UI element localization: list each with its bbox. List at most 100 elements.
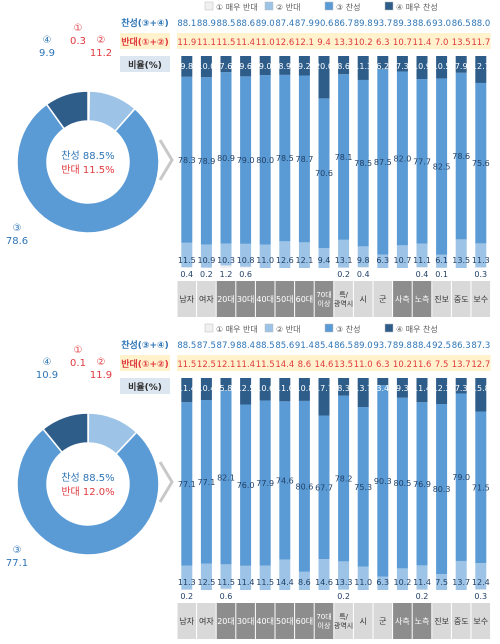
agree-total: 90.6: [315, 19, 334, 29]
bar-segment-2: [220, 564, 232, 589]
bar-label-very-agree: 8.3: [337, 384, 350, 393]
bar-segment-4: [318, 56, 330, 99]
bar-label-agree: 80.5: [393, 479, 411, 488]
oppose-total: 11.5: [177, 360, 196, 370]
legend-label: ④ 매우 찬성: [396, 324, 438, 334]
oppose-total: 12.5: [197, 360, 216, 370]
category-label: 군: [379, 617, 386, 626]
bar-segment-4: [279, 378, 291, 402]
bar-label-agree: 77.9: [256, 479, 274, 488]
bar-segment-2: [377, 576, 389, 590]
bar-segment-3: [436, 404, 448, 575]
bar-segment-2: [318, 248, 330, 268]
bar-label-very-agree: 6.2: [376, 62, 389, 71]
bar-segment-2: [436, 254, 448, 268]
bar-label-very-agree: 10.0: [197, 62, 215, 71]
bar-label-very-agree: 9.8: [180, 62, 193, 71]
row-label-ratio: 비율(%): [128, 59, 162, 71]
category-cell: [393, 281, 412, 317]
bar-segment-3: [377, 69, 389, 255]
bar-label-agree: 67.7: [315, 483, 333, 492]
bar-label-agree: 76.9: [413, 480, 431, 489]
agree-total: 88.6: [236, 19, 255, 29]
bar-segment-3: [279, 401, 291, 560]
legend-swatch: [204, 1, 214, 11]
oppose-total: 11.6: [413, 360, 432, 370]
bar-label-very-agree: 11.3: [354, 62, 372, 71]
donut-slice-number: ③: [13, 223, 22, 234]
bar-segment-3: [416, 79, 428, 244]
bar-segment-2: [455, 239, 467, 268]
oppose-total: 13.3: [334, 38, 353, 48]
bar-label-agree: 75.3: [354, 483, 372, 492]
bar-segment-2: [475, 563, 487, 590]
chart-panel-upper: ① 0.3 ② 11.2 ③ 78.6 ④ 9.9 찬성 88.5% 반대 11.5% ① 매우 반…: [6, 1, 491, 317]
bar-segment-4: [259, 56, 271, 76]
bar-segment-4: [298, 56, 310, 76]
bar-label-oppose: 10.9: [197, 256, 215, 265]
oppose-total: 12.1: [295, 38, 314, 48]
bar-segment-4: [416, 378, 428, 403]
category-label: 중도: [454, 295, 469, 304]
category-label: 보수: [473, 617, 488, 626]
agree-total: 89.0: [354, 341, 373, 351]
category-cell: [314, 603, 334, 639]
agree-row-bg: [177, 336, 491, 352]
category-label: 사측: [395, 295, 410, 304]
bar-label-agree: 78.5: [276, 154, 294, 163]
legend-swatch: [204, 323, 214, 333]
bar-segment-2: [298, 242, 310, 268]
bar-label-oppose: 9.8: [357, 256, 370, 265]
bar-segment-1: [240, 266, 252, 268]
bar-label-very-oppose: 0.2: [416, 592, 429, 601]
bar-label-oppose: 6.3: [376, 256, 389, 265]
bar-segment-4: [279, 56, 291, 75]
donut-slice-4: [42, 412, 89, 454]
oppose-total: 8.6: [298, 360, 312, 370]
donut-slice-number: ①: [74, 23, 83, 34]
agree-total: 91.4: [295, 341, 314, 351]
legend-swatch: [324, 1, 334, 11]
category-label: 50대: [276, 295, 294, 304]
bar-segment-3: [357, 407, 369, 567]
bar-label-oppose: 11.4: [413, 578, 431, 587]
agree-total: 87.9: [295, 19, 314, 29]
bar-label-very-agree: 13.7: [354, 384, 372, 393]
category-label: 여자: [199, 616, 214, 626]
row-label-bg: [120, 378, 170, 394]
bar-label-oppose: 11.5: [178, 256, 196, 265]
bar-segment-4: [240, 378, 252, 405]
bar-segment-3: [200, 77, 212, 245]
category-cell: [471, 603, 491, 639]
agree-total: 88.9: [197, 19, 216, 29]
bar-segment-4: [475, 378, 487, 412]
agree-total: 89.3: [393, 19, 412, 29]
bar-label-very-agree: 11.0: [276, 384, 294, 393]
category-cell: [295, 281, 314, 317]
bar-label-oppose: 13.1: [335, 256, 353, 265]
row-label-bg: [120, 56, 170, 72]
category-cell: [334, 281, 353, 317]
category-label: 70대: [316, 613, 331, 621]
bar-segment-3: [338, 74, 350, 240]
bar-label-very-oppose: 0.6: [220, 592, 233, 601]
oppose-total: 11.4: [236, 360, 255, 370]
bar-label-oppose: 6.1: [435, 256, 448, 265]
bar-segment-4: [181, 378, 193, 403]
bar-segment-3: [318, 415, 330, 560]
bar-segment-2: [396, 568, 408, 590]
legend-label: ② 반대: [276, 3, 300, 12]
oppose-total: 13.5: [334, 360, 353, 370]
legend-swatch: [264, 323, 274, 333]
bar-segment-3: [220, 390, 232, 565]
category-label: 특/: [339, 613, 348, 621]
bar-segment-4: [200, 378, 212, 401]
category-cell: [353, 281, 373, 317]
legend-label: ④ 매우 찬성: [396, 2, 438, 12]
category-label: 이상: [318, 621, 331, 630]
bar-segment-1: [220, 265, 232, 268]
bar-label-very-agree: 3.4: [376, 384, 389, 393]
bar-label-very-oppose: 0.3: [474, 592, 487, 601]
oppose-total: 7.0: [435, 38, 449, 48]
bar-segment-2: [396, 245, 408, 268]
